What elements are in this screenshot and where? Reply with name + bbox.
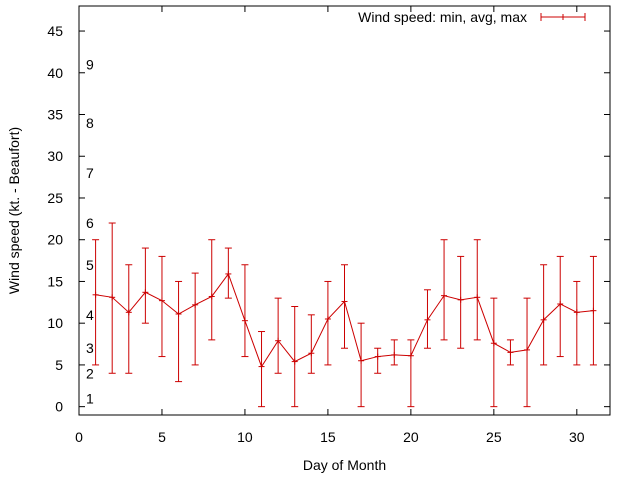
beaufort-label: 6	[86, 215, 94, 231]
y-tick-label: 35	[47, 107, 63, 123]
y-tick-label: 15	[47, 273, 63, 289]
beaufort-label: 5	[86, 257, 94, 273]
beaufort-label: 3	[86, 340, 94, 356]
y-tick-label: 30	[47, 148, 63, 164]
x-tick-label: 15	[320, 429, 336, 445]
y-tick-label: 10	[47, 315, 63, 331]
x-axis-title: Day of Month	[303, 457, 386, 473]
y-axis-title: Wind speed (kt. - Beaufort)	[6, 127, 22, 294]
beaufort-label: 7	[86, 165, 94, 181]
y-tick-label: 25	[47, 190, 63, 206]
x-tick-label: 5	[158, 429, 166, 445]
y-tick-label: 45	[47, 23, 63, 39]
x-tick-label: 0	[75, 429, 83, 445]
beaufort-label: 1	[86, 390, 94, 406]
x-tick-label: 20	[403, 429, 419, 445]
y-tick-label: 40	[47, 65, 63, 81]
legend-label: Wind speed: min, avg, max	[358, 9, 527, 25]
y-tick-label: 0	[55, 399, 63, 415]
x-tick-label: 25	[486, 429, 502, 445]
plot-frame	[78, 5, 611, 416]
beaufort-label: 4	[86, 307, 94, 323]
beaufort-label: 8	[86, 115, 94, 131]
beaufort-label: 2	[86, 365, 94, 381]
beaufort-label: 9	[86, 56, 94, 72]
legend: Wind speed: min, avg, max	[358, 9, 586, 25]
y-tick-label: 20	[47, 232, 63, 248]
x-tick-label: 10	[237, 429, 253, 445]
x-tick-label: 30	[569, 429, 585, 445]
y-tick-label: 5	[55, 357, 63, 373]
